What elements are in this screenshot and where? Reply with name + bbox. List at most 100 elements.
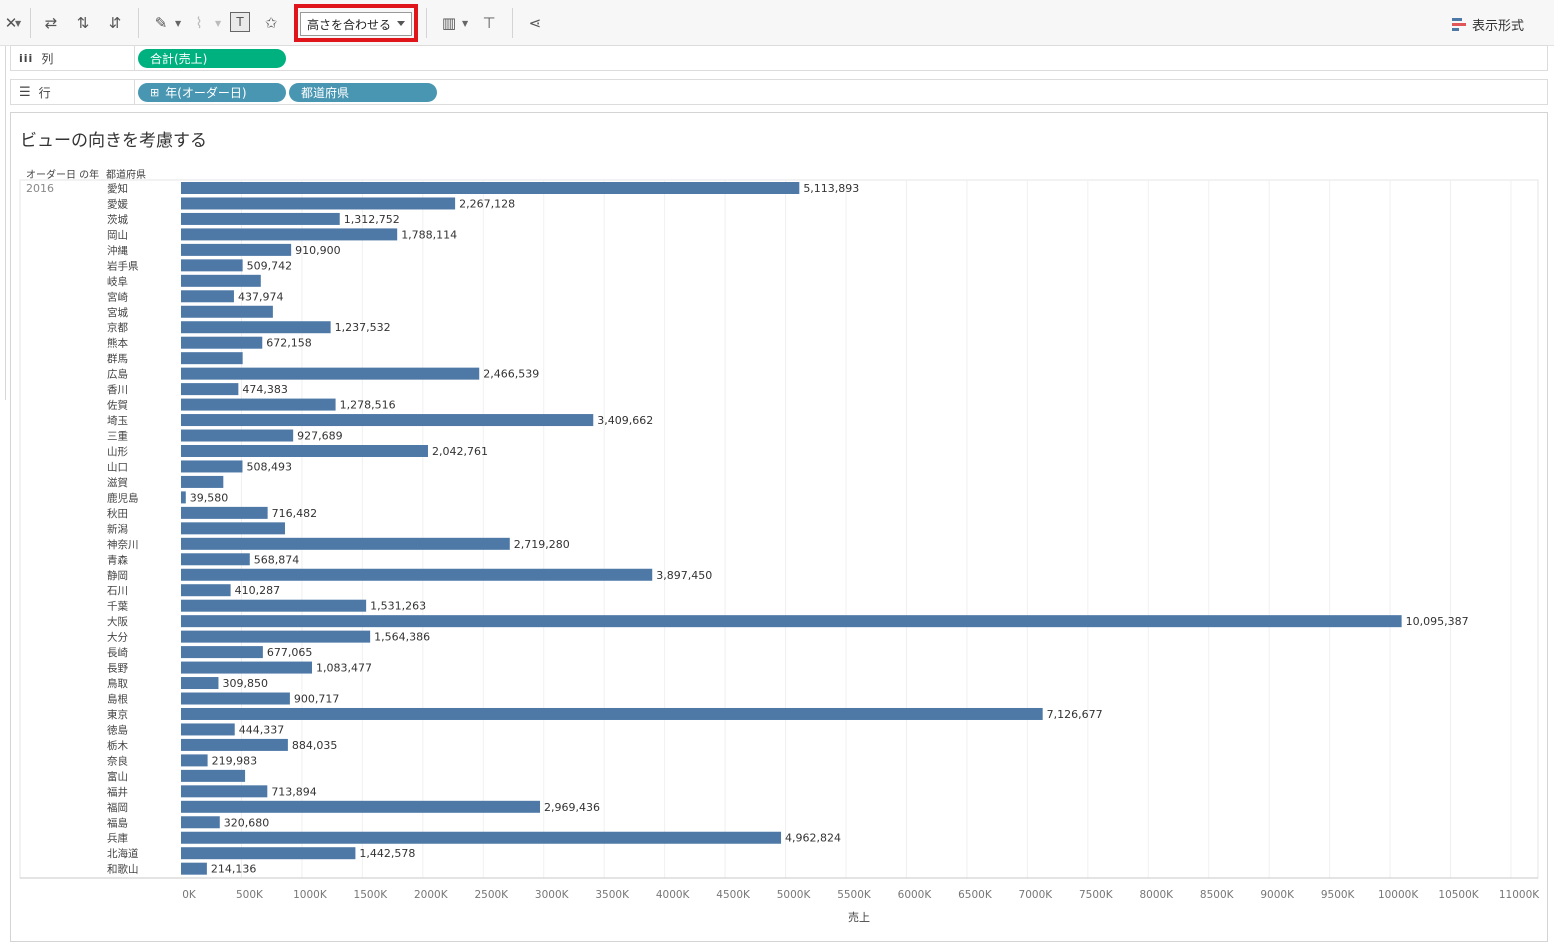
bar bbox=[181, 522, 285, 535]
data-label: 309,850 bbox=[222, 677, 268, 690]
pill-year-order-date[interactable]: ⊞ 年(オーダー日) bbox=[138, 83, 286, 102]
data-label: 508,493 bbox=[246, 460, 292, 473]
x-tick-label: 8000K bbox=[1139, 889, 1174, 901]
category-label: 福島 bbox=[107, 816, 128, 829]
left-pane-edge bbox=[0, 46, 6, 400]
data-label: 2,466,539 bbox=[483, 368, 539, 381]
rows-icon: ☰ bbox=[19, 84, 31, 100]
category-label: 香川 bbox=[107, 384, 128, 396]
bar bbox=[181, 537, 510, 550]
bar bbox=[181, 615, 1402, 628]
category-label: 福井 bbox=[107, 785, 128, 798]
presentation-mode-icon[interactable]: ⊤ bbox=[482, 14, 496, 32]
chevron-down-icon bbox=[397, 21, 405, 26]
data-label: 672,158 bbox=[266, 337, 312, 350]
highlight-pen-icon[interactable]: ✎ bbox=[154, 14, 168, 32]
pill-year-order-date-label: 年(オーダー日) bbox=[165, 86, 247, 100]
x-tick-label: 8500K bbox=[1200, 889, 1235, 901]
data-label: 5,113,893 bbox=[803, 182, 859, 195]
category-label: 石川 bbox=[107, 585, 128, 597]
category-label: 沖縄 bbox=[107, 244, 128, 257]
bar bbox=[181, 305, 273, 318]
bar bbox=[181, 429, 294, 442]
category-label: 北海道 bbox=[107, 847, 139, 860]
pill-prefecture[interactable]: 都道府県 bbox=[289, 83, 437, 102]
header-order-year: オーダー日 の年 bbox=[26, 170, 100, 181]
bar bbox=[181, 197, 456, 210]
toolbar-separator bbox=[426, 8, 427, 38]
rows-shelf-label: ☰ 行 bbox=[11, 80, 135, 104]
category-label: 鹿児島 bbox=[107, 491, 139, 504]
show-me-label: 表示形式 bbox=[1472, 18, 1525, 34]
x-tick-label: 6500K bbox=[958, 889, 993, 901]
bar bbox=[181, 785, 268, 798]
rows-shelf[interactable]: ☰ 行 ⊞ 年(オーダー日) 都道府県 bbox=[10, 79, 1548, 105]
category-label: 大分 bbox=[107, 631, 128, 644]
bar bbox=[181, 568, 653, 581]
show-mark-labels-icon[interactable]: T bbox=[230, 12, 250, 32]
category-label: 愛知 bbox=[107, 182, 128, 195]
clear-sheet-icon[interactable]: ✕ bbox=[4, 14, 18, 32]
category-label: 神奈川 bbox=[107, 538, 139, 551]
fit-mode-highlight-box bbox=[294, 4, 418, 42]
category-label: 富山 bbox=[107, 770, 128, 783]
bar bbox=[181, 692, 290, 705]
columns-shelf[interactable]: iii 列 合計(売上) bbox=[10, 45, 1548, 71]
view-title: ビューの向きを考慮する bbox=[20, 131, 207, 151]
category-label: 鳥取 bbox=[107, 677, 128, 690]
bar bbox=[181, 800, 541, 813]
bar bbox=[181, 816, 220, 829]
bar bbox=[181, 274, 261, 287]
x-tick-label: 4500K bbox=[716, 889, 751, 901]
bar bbox=[181, 290, 234, 303]
data-label: 214,136 bbox=[211, 863, 257, 876]
highlight-dropdown-caret[interactable]: ▼ bbox=[175, 19, 182, 28]
data-label: 1,531,263 bbox=[370, 600, 426, 613]
fit-mode-select[interactable]: 高さを合わせる bbox=[300, 12, 412, 36]
bar bbox=[181, 707, 1043, 720]
data-label: 1,442,578 bbox=[359, 847, 415, 860]
category-label: 大阪 bbox=[107, 615, 128, 628]
category-label: 岩手県 bbox=[107, 259, 139, 272]
group-paperclip-icon[interactable]: ⌇ bbox=[195, 14, 203, 32]
data-label: 4,962,824 bbox=[785, 832, 841, 845]
chart-dropdown-caret[interactable]: ▼ bbox=[462, 19, 469, 28]
bar bbox=[181, 444, 428, 457]
category-label: 京都 bbox=[107, 321, 128, 334]
pin-axis-icon[interactable]: ✩ bbox=[264, 14, 278, 32]
show-me-button[interactable]: 表示形式 bbox=[1452, 14, 1524, 34]
data-label: 219,983 bbox=[212, 754, 258, 767]
columns-shelf-title: 列 bbox=[41, 51, 54, 66]
header-prefecture: 都道府県 bbox=[106, 170, 146, 181]
pill-sum-sales[interactable]: 合計(売上) bbox=[138, 49, 286, 68]
data-label: 1,788,114 bbox=[401, 228, 457, 241]
category-label: 青森 bbox=[107, 553, 128, 566]
data-label: 10,095,387 bbox=[1406, 615, 1469, 628]
x-tick-label: 7000K bbox=[1019, 889, 1054, 901]
bar bbox=[181, 336, 263, 349]
bar bbox=[181, 228, 398, 241]
bar bbox=[181, 259, 243, 272]
data-label: 509,742 bbox=[247, 259, 293, 272]
category-label: 愛媛 bbox=[107, 197, 128, 210]
category-label: 千葉 bbox=[107, 600, 128, 613]
x-tick-label: 6000K bbox=[898, 889, 933, 901]
show-labels-chart-icon[interactable]: ▥ bbox=[441, 14, 457, 32]
group-dropdown-caret[interactable]: ▼ bbox=[215, 19, 222, 28]
share-icon[interactable]: ⋖ bbox=[528, 14, 542, 32]
category-label: 宮崎 bbox=[107, 290, 128, 303]
show-me-icon bbox=[1452, 17, 1466, 31]
sort-descending-icon[interactable]: ⇵ bbox=[108, 14, 122, 32]
data-label: 927,689 bbox=[297, 430, 343, 443]
bar bbox=[181, 352, 243, 365]
category-label: 三重 bbox=[107, 430, 128, 443]
sort-ascending-icon[interactable]: ⇅ bbox=[76, 14, 90, 32]
bar bbox=[181, 243, 292, 256]
data-label: 2,969,436 bbox=[544, 801, 600, 814]
bar bbox=[181, 599, 367, 612]
bar bbox=[181, 460, 243, 473]
clear-dropdown-caret[interactable]: ▼ bbox=[15, 19, 22, 28]
swap-rows-columns-icon[interactable]: ⇄ bbox=[44, 14, 58, 32]
bar bbox=[181, 182, 800, 194]
